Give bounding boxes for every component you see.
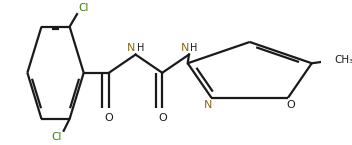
Text: O: O <box>105 113 113 123</box>
Text: Cl: Cl <box>78 3 89 13</box>
Text: O: O <box>287 100 295 110</box>
Text: CH₃: CH₃ <box>334 55 352 65</box>
Text: N: N <box>204 100 213 110</box>
Text: N: N <box>181 43 189 53</box>
Text: N: N <box>127 43 136 53</box>
Text: Cl: Cl <box>52 132 62 142</box>
Text: H: H <box>137 43 144 53</box>
Text: O: O <box>158 113 166 123</box>
Text: H: H <box>190 43 198 53</box>
